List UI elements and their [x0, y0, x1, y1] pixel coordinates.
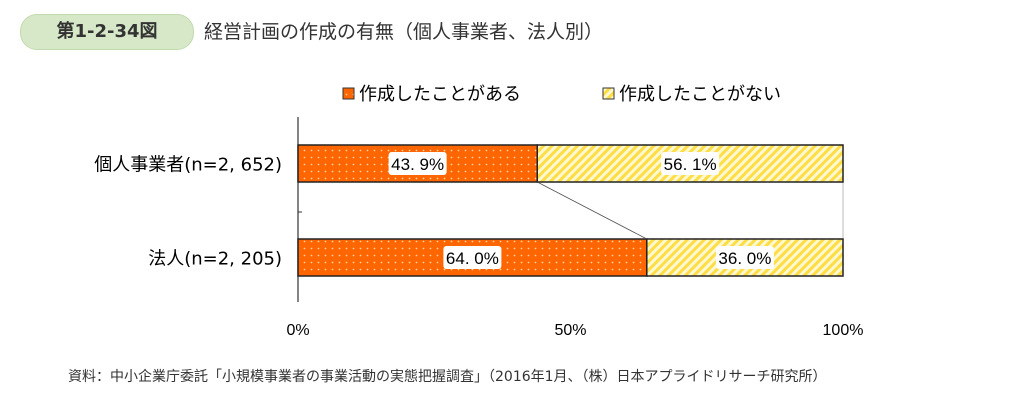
- x-tick-label: 100%: [823, 322, 864, 339]
- data-label-bg: [443, 246, 502, 269]
- category-label: 個人事業者(n=2, 652): [94, 155, 282, 176]
- category-label: 法人(n=2, 205): [148, 249, 282, 270]
- x-tick-label: 50%: [554, 322, 586, 339]
- data-label: 43. 9%: [391, 155, 444, 174]
- legend-label: 作成したことがない: [619, 84, 781, 105]
- source-note: 資料：中小企業庁委託「小規模事業者の事業活動の実態把握調査」（2016年1月、（…: [68, 369, 827, 385]
- data-label: 36. 0%: [718, 249, 771, 268]
- chart-title: 経営計画の作成の有無（個人事業者、法人別）: [204, 21, 604, 43]
- data-label-bg: [661, 152, 720, 175]
- connector-line: [537, 181, 647, 240]
- data-label: 56. 1%: [664, 155, 717, 174]
- data-label-bg: [715, 246, 774, 269]
- legend-swatch: [602, 87, 615, 100]
- data-label: 64. 0%: [446, 249, 499, 268]
- figure-number-badge: 第1-2-34図: [20, 14, 194, 50]
- data-label-bg: [388, 152, 447, 175]
- x-tick-label: 0%: [286, 322, 309, 339]
- legend-swatch: [342, 87, 355, 100]
- legend-label: 作成したことがある: [359, 84, 521, 105]
